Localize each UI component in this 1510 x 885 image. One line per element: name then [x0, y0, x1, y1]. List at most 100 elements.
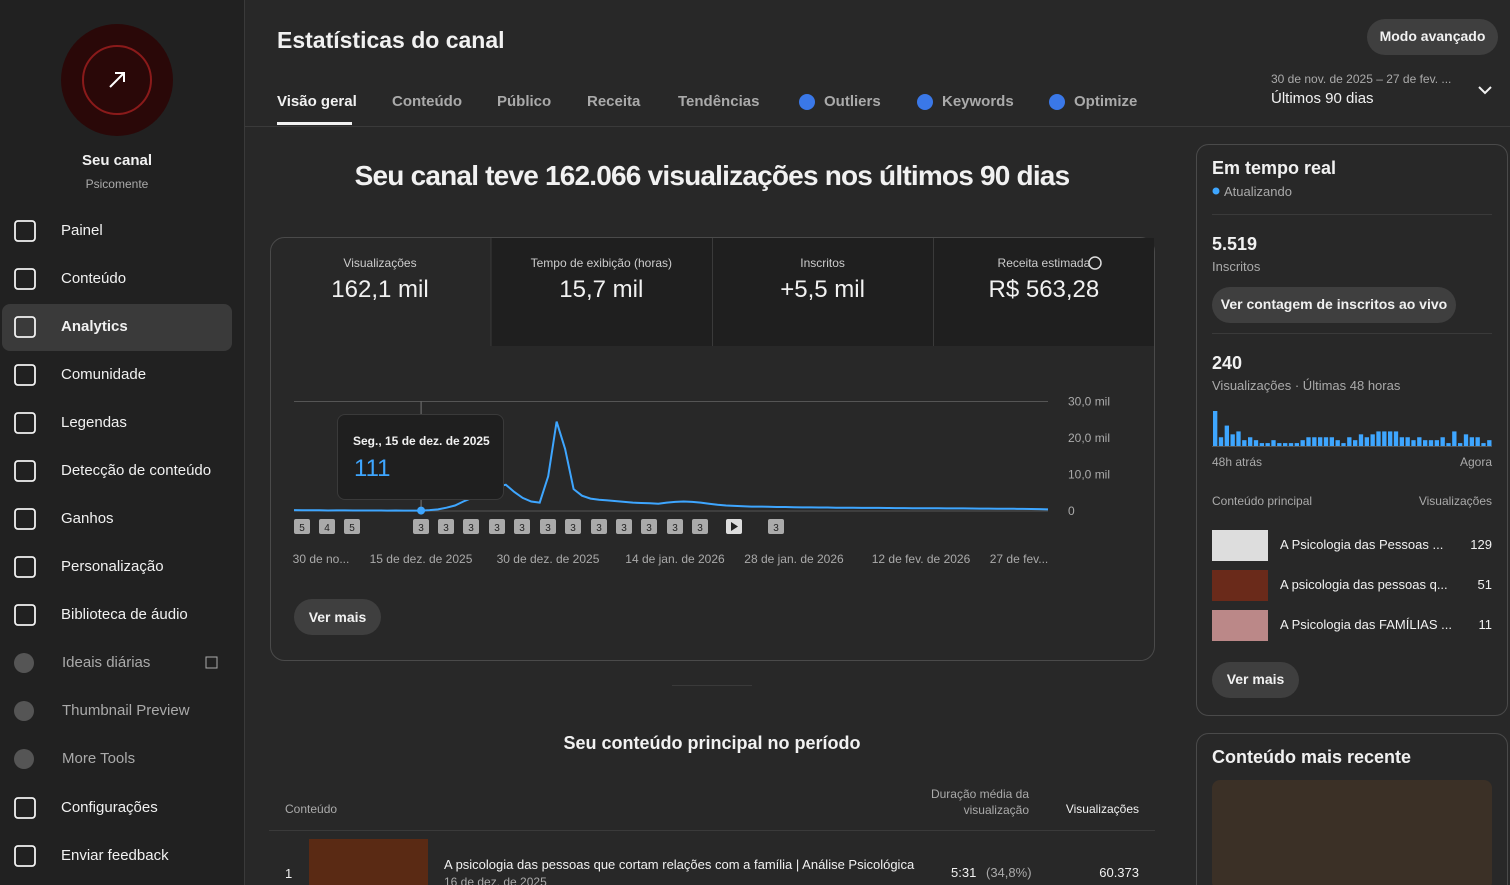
- subscribers: 5.519: [1212, 234, 1258, 254]
- metric-value: R$ 563,28: [988, 276, 1100, 303]
- duration: 5:31: [951, 865, 977, 880]
- tooltip-value: 111: [354, 455, 391, 482]
- bar: [1358, 434, 1364, 446]
- nav-item[interactable]: More Tools: [62, 750, 136, 767]
- tab[interactable]: Outliers: [824, 93, 881, 110]
- subscribers-label: Inscritos: [1212, 259, 1261, 274]
- nav-icon: [14, 653, 34, 673]
- video-title[interactable]: A psicologia das pessoas que cortam rela…: [444, 857, 915, 872]
- bar: [1213, 411, 1218, 446]
- bar: [1318, 437, 1323, 446]
- rank: 1: [285, 866, 293, 881]
- marker[interactable]: [641, 519, 657, 534]
- marker[interactable]: [692, 519, 708, 534]
- nav-icon: [14, 268, 36, 290]
- bar: [1248, 437, 1253, 446]
- tab[interactable]: Público: [497, 93, 552, 110]
- see-more-bg[interactable]: [1212, 662, 1299, 698]
- marker[interactable]: [489, 519, 505, 534]
- tab[interactable]: Optimize: [1074, 93, 1138, 110]
- thumbnail[interactable]: [309, 839, 428, 885]
- marker-label: 3: [418, 523, 424, 534]
- recent-title: Conteúdo mais recente: [1212, 747, 1412, 767]
- marker[interactable]: [768, 519, 784, 534]
- live-button[interactable]: Ver contagem de inscritos ao vivo: [1220, 296, 1448, 312]
- nav-item[interactable]: Detecção de conteúdo: [61, 462, 212, 479]
- bar: [1306, 437, 1311, 446]
- nav-item[interactable]: Thumbnail Preview: [62, 702, 190, 719]
- bar: [1312, 437, 1317, 446]
- status-dot: [1212, 187, 1220, 195]
- bar: [1271, 440, 1276, 446]
- marker[interactable]: [438, 519, 454, 534]
- thumbnail[interactable]: [1212, 530, 1268, 561]
- period[interactable]: Últimos 90 dias: [1271, 90, 1374, 107]
- marker[interactable]: [413, 519, 429, 534]
- nav-item[interactable]: Analytics: [61, 318, 128, 335]
- nav-item[interactable]: Enviar feedback: [61, 847, 169, 864]
- nav-item[interactable]: Configurações: [61, 799, 158, 816]
- marker[interactable]: [591, 519, 607, 534]
- chevron[interactable]: [1478, 86, 1492, 95]
- bar: [1417, 437, 1422, 446]
- recent-thumbnail[interactable]: [1212, 780, 1492, 885]
- col-header: Visualizações: [1065, 802, 1139, 816]
- nav-item[interactable]: Biblioteca de áudio: [61, 606, 188, 623]
- see-more-bg[interactable]: [294, 599, 381, 635]
- marker-label: 3: [443, 523, 449, 534]
- bar: [1224, 425, 1229, 446]
- marker[interactable]: [319, 519, 335, 534]
- x-tick-label: 12 de fev. de 2026: [872, 552, 971, 566]
- live-button-bg[interactable]: [1212, 287, 1456, 323]
- tab[interactable]: Visão geral: [277, 93, 357, 110]
- headline: Seu canal teve 162.066 visualizações nos…: [354, 160, 1071, 191]
- y-tick-label: 30,0 mil: [1068, 395, 1110, 409]
- marker[interactable]: [667, 519, 683, 534]
- chart-end: Agora: [1459, 455, 1492, 469]
- marker[interactable]: [463, 519, 479, 534]
- metric-label: Inscritos: [800, 256, 845, 270]
- col-header: Conteúdo: [285, 802, 338, 816]
- marker[interactable]: [565, 519, 581, 534]
- nav-item[interactable]: Ganhos: [61, 510, 114, 527]
- bar: [1300, 440, 1305, 446]
- percent: (34,8%): [986, 865, 1032, 880]
- channel-handle: Psicomente: [85, 177, 149, 191]
- tab[interactable]: Tendências: [678, 93, 760, 110]
- bar: [1440, 437, 1445, 446]
- top-title[interactable]: A psicologia das pessoas q...: [1280, 577, 1448, 592]
- nav-item[interactable]: Conteúdo: [61, 270, 127, 287]
- top-title[interactable]: A Psicologia das FAMÍLIAS ...: [1280, 617, 1452, 632]
- y-tick-label: 0: [1068, 504, 1075, 518]
- nav-item[interactable]: Personalização: [61, 558, 164, 575]
- tab[interactable]: Conteúdo: [392, 93, 462, 110]
- tab[interactable]: Receita: [587, 93, 641, 110]
- bar: [1329, 437, 1334, 446]
- page-title: Estatísticas do canal: [277, 27, 505, 53]
- tab[interactable]: Keywords: [942, 93, 1014, 110]
- marker[interactable]: [344, 519, 360, 534]
- see-more[interactable]: Ver mais: [1226, 671, 1285, 687]
- see-more[interactable]: Ver mais: [308, 609, 367, 625]
- nav-item[interactable]: Ideais diárias: [62, 654, 151, 671]
- top-title[interactable]: A Psicologia das Pessoas ...: [1280, 537, 1444, 552]
- bar: [1423, 440, 1428, 446]
- nav-icon: [14, 749, 34, 769]
- advanced-bg[interactable]: [1367, 19, 1498, 55]
- marker[interactable]: [514, 519, 530, 534]
- marker[interactable]: [616, 519, 632, 534]
- bar: [1481, 443, 1486, 446]
- nav-item[interactable]: Legendas: [61, 414, 127, 431]
- bar: [1265, 443, 1270, 446]
- thumbnail[interactable]: [1212, 610, 1268, 641]
- marker[interactable]: [294, 519, 310, 534]
- nav-item[interactable]: Painel: [61, 222, 103, 239]
- thumbnail[interactable]: [1212, 570, 1268, 601]
- bar: [1218, 437, 1224, 446]
- marker-label: 3: [773, 523, 779, 534]
- marker[interactable]: [540, 519, 556, 534]
- advanced-button[interactable]: Modo avançado: [1379, 28, 1486, 44]
- channel-name: Seu canal: [81, 152, 153, 169]
- nav-item[interactable]: Comunidade: [61, 366, 147, 383]
